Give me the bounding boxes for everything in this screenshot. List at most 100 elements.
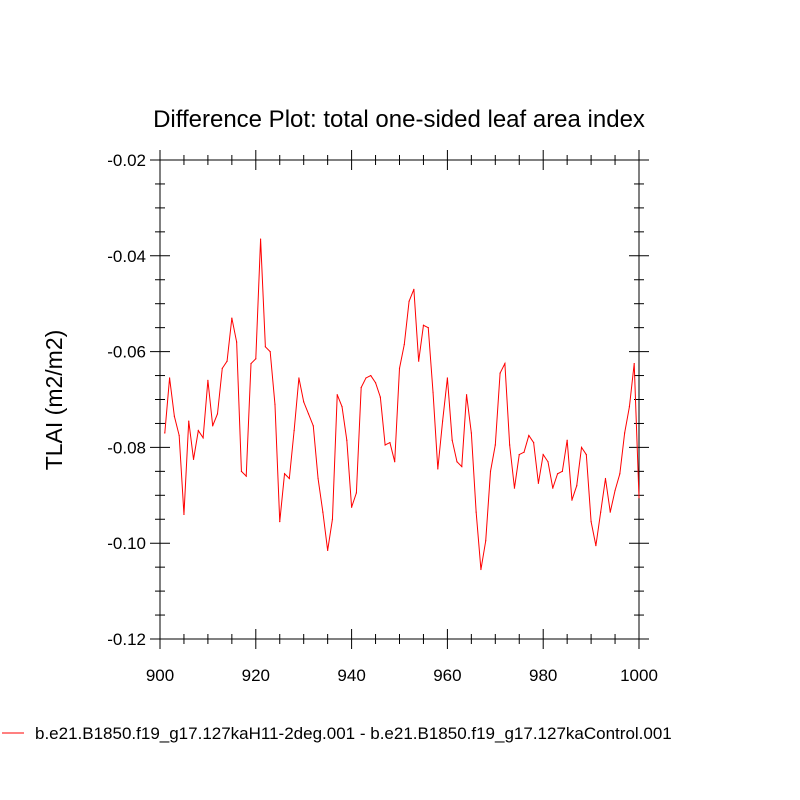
y-tick-label: -0.08 — [107, 438, 146, 457]
y-tick-label: -0.06 — [107, 343, 146, 362]
data-point — [197, 430, 199, 432]
data-point — [331, 518, 334, 520]
data-point — [465, 394, 468, 396]
data-point — [255, 358, 257, 360]
data-point — [638, 497, 640, 499]
data-point — [480, 568, 482, 571]
x-axis-ticks — [159, 150, 640, 649]
data-point — [442, 420, 444, 422]
data-point — [499, 372, 501, 374]
data-point — [370, 374, 372, 377]
legend: b.e21.B1850.f19_g17.127kaH11-2deg.001 - … — [2, 724, 672, 743]
data-point — [542, 453, 544, 456]
data-point — [164, 432, 166, 434]
data-point — [183, 513, 185, 516]
data-point — [595, 545, 597, 547]
data-point — [528, 434, 530, 437]
data-point — [470, 432, 472, 434]
plot-frame — [159, 159, 640, 640]
data-point — [394, 461, 396, 463]
data-point — [259, 238, 262, 240]
data-point — [576, 485, 578, 487]
data-point — [192, 458, 195, 460]
series-line — [164, 239, 640, 570]
plot-border — [159, 159, 640, 640]
data-point — [461, 465, 463, 468]
legend-label: b.e21.B1850.f19_g17.127kaH11-2deg.001 - … — [35, 724, 672, 743]
y-axis-ticks — [150, 159, 649, 640]
data-point — [317, 477, 319, 480]
data-point — [494, 444, 496, 446]
data-point — [523, 451, 525, 453]
data-point — [216, 413, 219, 415]
data-point — [168, 377, 171, 379]
data-point — [403, 343, 405, 346]
data-point — [307, 413, 310, 415]
data-point — [451, 439, 453, 441]
data-point — [202, 437, 204, 439]
y-tick-label: -0.04 — [107, 247, 146, 266]
data-point — [427, 327, 429, 329]
data-point — [264, 346, 266, 348]
x-tick-label: 940 — [337, 666, 365, 685]
data-point — [236, 341, 238, 343]
data-point — [475, 511, 477, 513]
data-point — [389, 442, 391, 444]
series-points — [164, 238, 640, 571]
data-point — [226, 360, 228, 362]
x-tick-label: 920 — [242, 666, 270, 685]
data-point — [384, 444, 386, 446]
data-point — [580, 446, 583, 448]
data-point — [274, 403, 276, 405]
y-tick-label: -0.12 — [107, 630, 146, 649]
data-point — [600, 511, 602, 513]
data-point — [322, 511, 324, 513]
data-point — [566, 439, 568, 441]
data-point — [437, 468, 439, 470]
data-point — [509, 444, 511, 446]
x-tick-label: 1000 — [620, 666, 658, 685]
data-point — [231, 317, 233, 319]
data-point — [336, 394, 338, 396]
data-point — [418, 360, 420, 362]
data-point — [188, 420, 190, 422]
data-point — [446, 377, 448, 379]
data-point — [269, 351, 271, 353]
chart-title: Difference Plot: total one-sided leaf ar… — [153, 106, 645, 133]
data-point — [633, 362, 635, 365]
data-point — [351, 506, 353, 508]
data-point — [221, 367, 223, 369]
data-point — [293, 430, 295, 432]
data-point — [312, 425, 314, 427]
data-point — [212, 425, 214, 427]
data-point — [283, 473, 286, 475]
data-point — [628, 406, 631, 408]
data-point — [298, 377, 300, 379]
data-point — [571, 499, 573, 501]
data-point — [432, 391, 434, 393]
series-layer — [164, 238, 640, 571]
data-point — [489, 470, 492, 472]
data-point — [561, 470, 563, 472]
data-point — [408, 300, 410, 302]
data-point — [533, 442, 535, 444]
data-point — [547, 461, 549, 463]
data-point — [207, 379, 209, 381]
data-point — [327, 549, 329, 551]
data-point — [518, 453, 520, 456]
data-point — [245, 475, 247, 477]
x-tick-label: 900 — [146, 666, 174, 685]
data-point — [288, 477, 290, 480]
x-tick-label: 980 — [529, 666, 557, 685]
x-tick-label: 960 — [433, 666, 461, 685]
data-point — [360, 386, 362, 389]
y-axis-label: TLAI (m2/m2) — [41, 330, 67, 471]
y-axis-tick-labels: -0.02 -0.04 -0.06 -0.08 -0.10 -0.12 — [107, 151, 146, 649]
data-point — [485, 540, 487, 542]
y-tick-label: -0.10 — [107, 534, 146, 553]
data-point — [398, 367, 401, 369]
data-point — [341, 406, 343, 408]
data-point — [422, 324, 425, 326]
data-point — [456, 461, 458, 463]
